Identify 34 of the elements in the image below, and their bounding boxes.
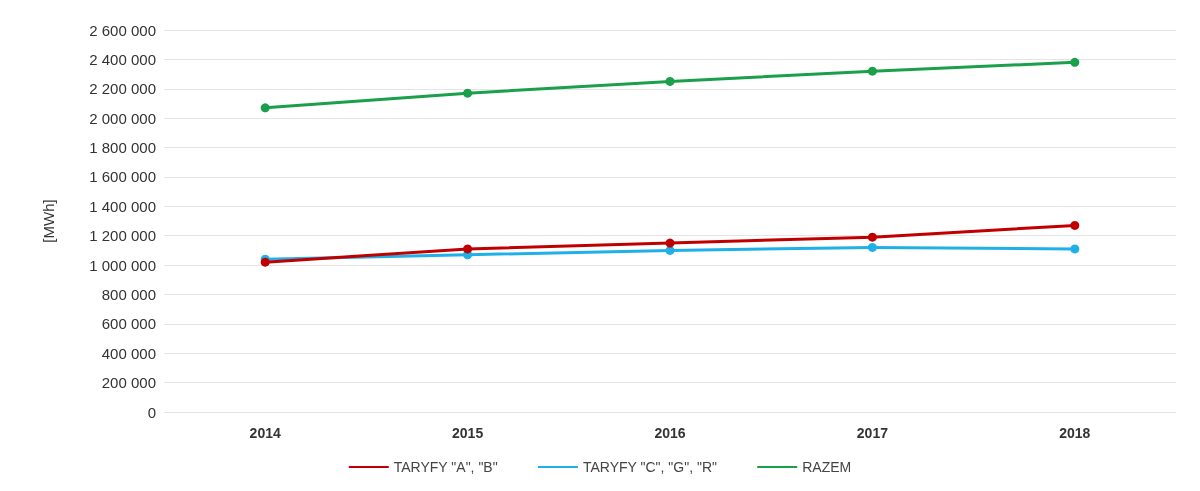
legend-label: TARYFY "A", "B" bbox=[393, 459, 498, 475]
y-tick-label: 400 000 bbox=[101, 344, 156, 362]
x-tick-label: 2016 bbox=[654, 425, 686, 441]
y-axis-title: [MWh] bbox=[40, 199, 57, 243]
point bbox=[867, 66, 877, 76]
x-tick-label: 2015 bbox=[452, 425, 484, 441]
x-tick-label: 2014 bbox=[249, 425, 281, 441]
y-tick-label: 1 200 000 bbox=[89, 227, 156, 245]
y-tick-label: 2 200 000 bbox=[89, 80, 156, 98]
y-tick-label: 1 600 000 bbox=[89, 168, 156, 186]
y-tick-label: 800 000 bbox=[101, 285, 156, 303]
x-tick-label: 2017 bbox=[856, 425, 889, 441]
y-tick-label: 1 400 000 bbox=[89, 197, 156, 215]
y-tick-label: 2 000 000 bbox=[89, 109, 156, 127]
y-tick-label: 1 000 000 bbox=[89, 256, 156, 274]
legend-label: TARYFY "C", "G", "R" bbox=[582, 459, 718, 475]
y-tick-label: 1 800 000 bbox=[89, 139, 156, 157]
point bbox=[867, 232, 877, 242]
point bbox=[1070, 57, 1080, 67]
y-tick-label: 2 600 000 bbox=[89, 21, 156, 39]
point bbox=[260, 103, 270, 113]
point bbox=[1070, 220, 1080, 230]
y-tick-label: 600 000 bbox=[101, 315, 156, 333]
y-tick-label: 0 bbox=[147, 403, 156, 421]
point bbox=[867, 242, 877, 252]
point bbox=[665, 76, 675, 86]
y-tick-label: 2 400 000 bbox=[89, 50, 156, 68]
x-tick-label: 2018 bbox=[1059, 425, 1091, 441]
point bbox=[1070, 244, 1080, 254]
y-tick-label: 200 000 bbox=[101, 374, 156, 392]
point bbox=[463, 244, 473, 254]
point bbox=[665, 238, 675, 248]
legend-label: RAZEM bbox=[802, 459, 852, 475]
point bbox=[463, 88, 473, 98]
